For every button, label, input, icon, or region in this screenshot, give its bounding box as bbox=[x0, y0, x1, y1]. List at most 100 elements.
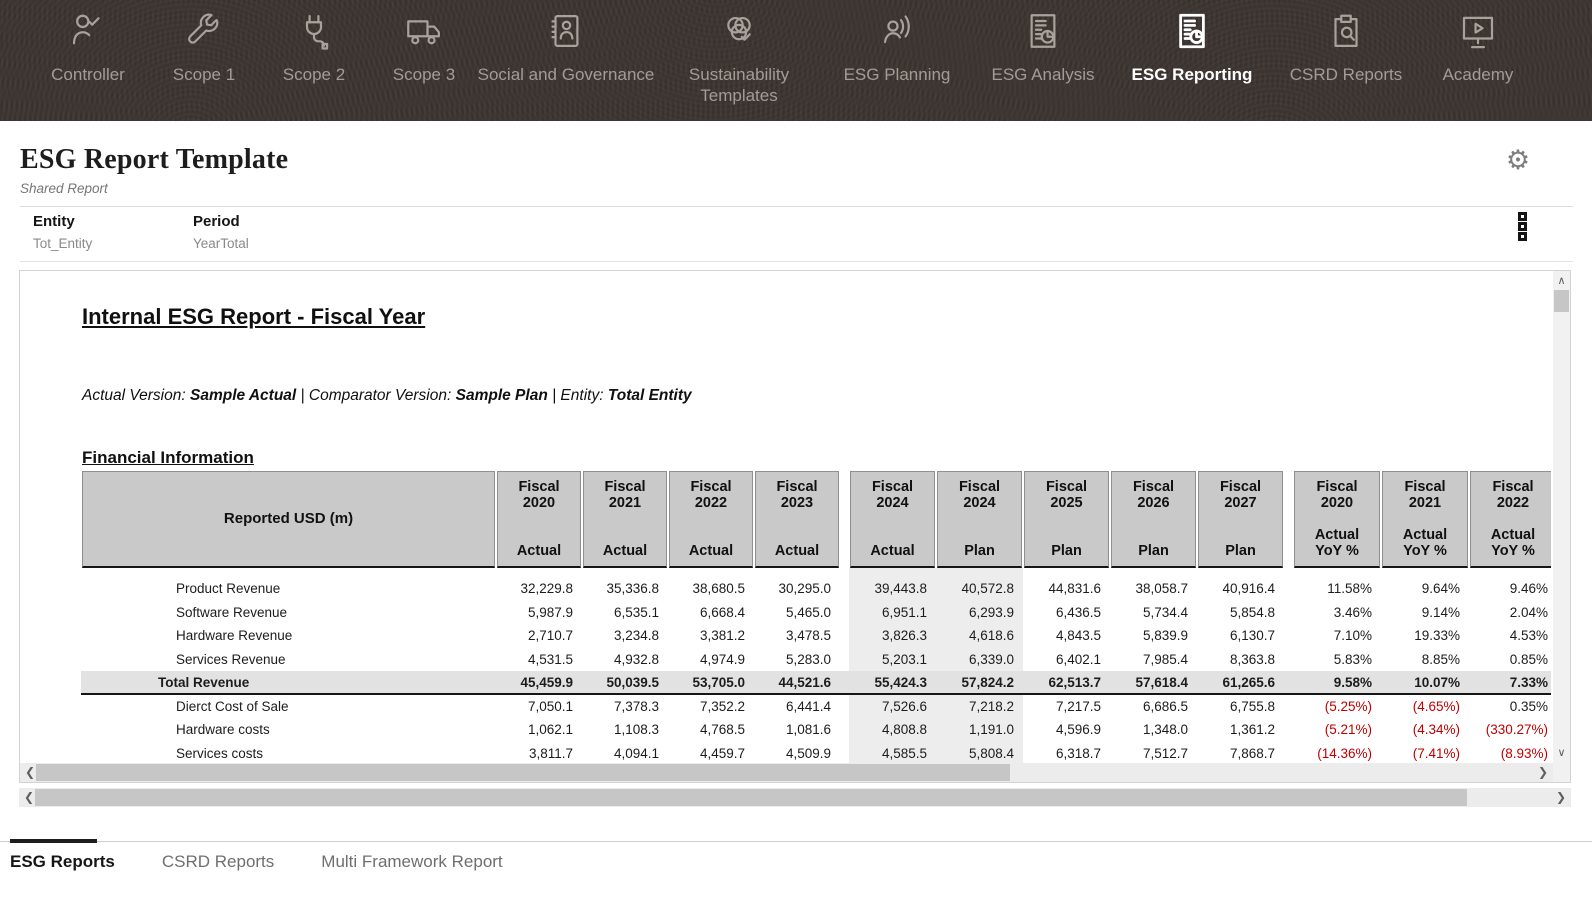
table-cell: 8,363.8 bbox=[1229, 651, 1275, 667]
column-header: Fiscal 2024 Actual bbox=[850, 471, 935, 568]
vertical-scroll-thumb[interactable] bbox=[1554, 290, 1569, 312]
table-cell: 7,512.7 bbox=[1142, 745, 1188, 761]
kebab-vertical-icon[interactable] bbox=[1515, 212, 1529, 242]
nav-item-academy[interactable]: Academy bbox=[1416, 8, 1540, 85]
horizontal-scroll-thumb[interactable] bbox=[36, 764, 1010, 781]
table-cell: 5,854.8 bbox=[1229, 604, 1275, 620]
table-cell: 2,710.7 bbox=[527, 628, 573, 644]
table-cell: 38,058.7 bbox=[1135, 581, 1188, 597]
column-header: Fiscal 2025 Plan bbox=[1024, 471, 1109, 568]
nav-label: CSRD Reports bbox=[1289, 65, 1403, 84]
scroll-right-icon[interactable]: ❯ bbox=[1555, 790, 1567, 804]
horizontal-scroll-thumb[interactable] bbox=[35, 789, 1467, 806]
table-cell: 7.10% bbox=[1333, 628, 1372, 644]
table-horizontal-scrollbar[interactable]: ❮ ❯ bbox=[20, 763, 1553, 782]
row-label: Services costs bbox=[176, 745, 264, 761]
screen-play-icon bbox=[1457, 10, 1499, 52]
period-label: Period bbox=[193, 213, 240, 230]
table-cell: 53,705.0 bbox=[692, 675, 745, 691]
table-corner-header: Reported USD (m) bbox=[82, 471, 495, 568]
nav-label: Scope 2 bbox=[282, 65, 346, 84]
table-cell: 32,229.8 bbox=[520, 581, 573, 597]
pov-entity[interactable]: Entity Tot_Entity bbox=[33, 213, 92, 251]
table-cell: 6,441.4 bbox=[785, 698, 831, 714]
tab-csrd-reports[interactable]: CSRD Reports bbox=[161, 852, 275, 871]
table-cell: 5.83% bbox=[1333, 651, 1372, 667]
table-cell: 44,521.6 bbox=[778, 675, 831, 691]
tab-esg-reports[interactable]: ESG Reports bbox=[10, 852, 115, 871]
tab-multi-framework-report[interactable]: Multi Framework Report bbox=[321, 852, 503, 871]
nav-item-controller[interactable]: Controller bbox=[18, 8, 158, 85]
pov-period[interactable]: Period YearTotal bbox=[193, 213, 249, 251]
bottom-tab-bar: ESG Reports CSRD Reports Multi Framework… bbox=[0, 839, 1592, 872]
wrench-icon bbox=[183, 10, 225, 52]
scroll-down-icon[interactable]: ∨ bbox=[1557, 747, 1566, 759]
financial-table: Reported USD (m) Fiscal 2020 Actual Fiscal … bbox=[81, 471, 1551, 764]
table-cell: 2.04% bbox=[1509, 604, 1548, 620]
table-cell: 4,459.7 bbox=[699, 745, 745, 761]
outer-horizontal-scrollbar[interactable]: ❮ ❯ bbox=[19, 788, 1571, 807]
nav-item-scope-2[interactable]: Scope 2 bbox=[250, 8, 378, 85]
table-cell: 7.33% bbox=[1509, 675, 1548, 691]
table-cell: 9.46% bbox=[1509, 581, 1548, 597]
report-version-line: Actual Version: Sample Actual | Comparat… bbox=[82, 387, 692, 404]
total-row-band bbox=[81, 671, 1551, 695]
table-cell: 3.46% bbox=[1333, 604, 1372, 620]
column-header: Fiscal 2022 Actual bbox=[669, 471, 753, 568]
table-cell: 3,826.3 bbox=[849, 624, 936, 648]
scroll-right-icon[interactable]: ❯ bbox=[1537, 765, 1549, 779]
column-header: Fiscal 2024 Plan bbox=[937, 471, 1022, 568]
divider bbox=[20, 206, 1573, 207]
top-navigation: Controller Scope 1 Scope 2 Scope 3 Socia… bbox=[0, 0, 1592, 121]
section-heading: Financial Information bbox=[82, 448, 254, 467]
table-cell: 4.53% bbox=[1509, 628, 1548, 644]
row-label: Services Revenue bbox=[176, 651, 286, 667]
nav-item-social-and-governance[interactable]: Social and Governance bbox=[470, 8, 662, 85]
scroll-left-icon[interactable]: ❮ bbox=[24, 765, 36, 779]
table-cell: 6,535.1 bbox=[613, 604, 659, 620]
table-cell: 4,585.5 bbox=[849, 741, 936, 764]
report-pie-icon bbox=[1022, 10, 1064, 52]
table-cell: 7,526.6 bbox=[849, 694, 936, 718]
table-cell: 10.07% bbox=[1414, 675, 1460, 691]
nav-label: ESG Analysis bbox=[991, 65, 1095, 84]
column-header: Fiscal 2022 Actual YoY % bbox=[1470, 471, 1551, 568]
table-cell: 35,336.8 bbox=[606, 581, 659, 597]
row-label: Total Revenue bbox=[158, 675, 250, 691]
gear-icon[interactable]: ⚙ bbox=[1505, 145, 1531, 176]
page-subtitle: Shared Report bbox=[20, 181, 108, 196]
nav-item-sustainability-templates[interactable]: Sustainability Templates bbox=[662, 8, 816, 106]
scroll-up-icon[interactable]: ∧ bbox=[1557, 275, 1566, 287]
column-header: Fiscal 2026 Plan bbox=[1111, 471, 1196, 568]
table-cell: 5,734.4 bbox=[1142, 604, 1188, 620]
nav-label: ESG Planning bbox=[843, 65, 951, 84]
table-cell: 4,768.5 bbox=[699, 722, 745, 738]
table-cell: 1,361.2 bbox=[1229, 722, 1275, 738]
table-cell: 6,951.1 bbox=[849, 600, 936, 624]
table-cell: 6,318.7 bbox=[1055, 745, 1101, 761]
column-header: Fiscal 2027 Plan bbox=[1198, 471, 1283, 568]
table-cell: (8.93%) bbox=[1500, 745, 1548, 761]
highlight-spacer bbox=[936, 568, 1023, 577]
nav-item-csrd-reports[interactable]: CSRD Reports bbox=[1276, 8, 1416, 85]
table-cell: 61,265.6 bbox=[1222, 675, 1275, 691]
entity-value: Tot_Entity bbox=[33, 236, 93, 251]
table-cell: 7,352.2 bbox=[699, 698, 745, 714]
table-cell: 7,378.3 bbox=[613, 698, 659, 714]
table-cell: 39,443.8 bbox=[849, 577, 936, 601]
divider bbox=[20, 261, 1573, 262]
person-check-icon bbox=[67, 10, 109, 52]
vertical-scrollbar[interactable]: ∧ ∨ bbox=[1553, 271, 1570, 782]
nav-label: Academy bbox=[1442, 65, 1514, 84]
table-cell: 4,843.5 bbox=[1055, 628, 1101, 644]
nav-label: ESG Reporting bbox=[1131, 65, 1253, 84]
table-cell: 5,808.4 bbox=[936, 741, 1023, 764]
nav-item-esg-analysis[interactable]: ESG Analysis bbox=[978, 8, 1108, 85]
scroll-left-icon[interactable]: ❮ bbox=[23, 790, 35, 804]
nav-item-esg-reporting[interactable]: ESG Reporting bbox=[1108, 8, 1276, 85]
nav-item-scope-1[interactable]: Scope 1 bbox=[158, 8, 250, 85]
nav-item-scope-3[interactable]: Scope 3 bbox=[378, 8, 470, 85]
table-cell: 9.14% bbox=[1421, 604, 1460, 620]
nav-item-esg-planning[interactable]: ESG Planning bbox=[816, 8, 978, 85]
table-cell: 7,868.7 bbox=[1229, 745, 1275, 761]
